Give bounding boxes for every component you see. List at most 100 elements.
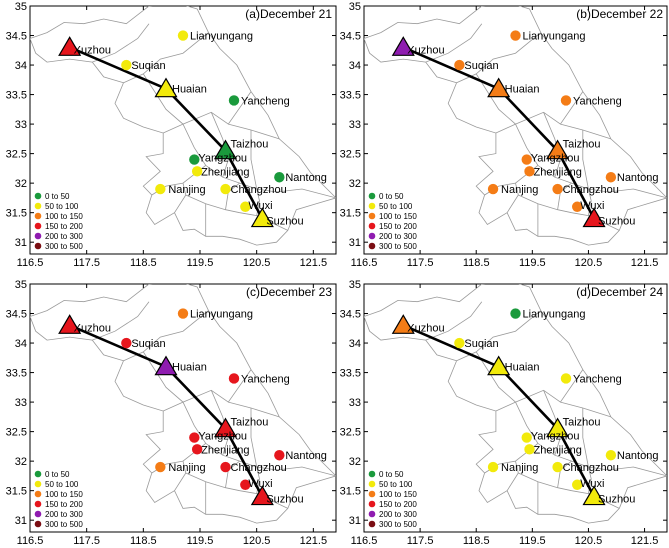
city-label: Yangzhou <box>531 153 580 165</box>
aqi-dot <box>487 183 499 195</box>
legend-swatch <box>34 232 42 240</box>
y-tick-label: 32.5 <box>340 427 361 439</box>
city-marker-yancheng: Yancheng <box>228 373 290 385</box>
y-tick-label: 32 <box>15 456 27 468</box>
y-tick-label: 34 <box>349 338 361 350</box>
y-tick-label: 33 <box>15 119 27 131</box>
y-tick-label: 32 <box>349 178 361 190</box>
site-triangle <box>546 417 570 438</box>
province-boundary <box>30 6 336 246</box>
aqi-dot <box>155 461 166 473</box>
legend-label: 150 to 200 <box>379 500 417 509</box>
city-label: Lianyungang <box>523 309 586 321</box>
map-content: Xuzhou Lianyungang Suqian Huaian Yancheng Tai… <box>364 6 667 246</box>
legend-swatch <box>368 490 376 498</box>
y-tick-label: 31 <box>15 515 27 527</box>
aqi-dot <box>524 166 535 177</box>
legend-label: 150 to 200 <box>45 500 83 509</box>
y-axis: 31 31.5 32 32.5 33 33.5 34 34.5 35 <box>6 1 336 249</box>
y-tick-label: 34.5 <box>6 309 27 321</box>
city-marker-lianyungang: Lianyungang <box>510 308 586 321</box>
city-marker-changzhou: Changzhou <box>552 461 619 474</box>
city-marker-zhenjiang: Zhenjiang <box>191 166 249 178</box>
x-tick-label: 119.5 <box>187 257 214 269</box>
city-label: Nanjing <box>501 184 538 196</box>
map-panel-4: Xuzhou Lianyungang Suqian Huaian Yancheng Tai… <box>340 279 668 547</box>
city-label: Nantong <box>285 450 327 462</box>
aqi-dot <box>552 461 563 473</box>
city-label: Nantong <box>617 172 659 184</box>
city-label: Changzhou <box>563 184 619 196</box>
map-frame <box>363 5 668 255</box>
y-axis: 31 31.5 32 32.5 33 33.5 34 34.5 35 <box>340 279 667 527</box>
map-frame <box>29 283 337 533</box>
aqi-dot <box>220 183 231 195</box>
city-marker-wuxi: Wuxi <box>572 478 604 490</box>
city-marker-zhenjiang: Zhenjiang <box>524 444 582 456</box>
site-triangle <box>487 355 511 376</box>
province-boundary <box>364 6 667 246</box>
legend-swatch <box>34 500 42 508</box>
city-label: Suzhou <box>266 216 303 228</box>
x-tick-label: 120.5 <box>575 535 603 547</box>
y-tick-label: 33.5 <box>6 90 27 102</box>
legend-swatch <box>368 242 376 250</box>
x-axis: 116.5 117.5 118.5 119.5 120.5 121.5 <box>351 6 659 269</box>
y-tick-label: 33.5 <box>340 368 361 380</box>
legend-swatch <box>368 470 376 478</box>
aqi-dot <box>220 461 231 473</box>
legend-swatch <box>368 192 376 200</box>
x-tick-label: 116.5 <box>17 535 44 547</box>
map-content: Xuzhou Lianyungang Suqian Huaian Yancheng Tai… <box>30 284 336 524</box>
y-tick-label: 31.5 <box>6 486 27 498</box>
city-label: Taizhou <box>231 139 269 151</box>
legend-label: 0 to 50 <box>45 192 70 201</box>
city-label: Yancheng <box>573 373 622 385</box>
y-tick-label: 35 <box>349 1 361 13</box>
y-tick-label: 34.5 <box>6 31 27 43</box>
legend-label: 300 to 500 <box>379 520 417 529</box>
legend-swatch <box>368 222 376 230</box>
city-label: Changzhou <box>563 462 619 474</box>
legend-swatch <box>34 470 42 478</box>
city-marker-lianyungang: Lianyungang <box>177 30 253 43</box>
city-label: Yangzhou <box>531 431 580 443</box>
city-label: Nanjing <box>501 462 538 474</box>
y-tick-label: 32.5 <box>340 149 361 161</box>
city-label: Wuxi <box>580 478 604 490</box>
y-tick-label: 31.5 <box>340 208 361 220</box>
city-marker-changzhou: Changzhou <box>220 183 287 196</box>
legend-label: 200 to 300 <box>45 232 83 241</box>
city-label: Suzhou <box>598 216 635 228</box>
x-tick-label: 118.5 <box>130 535 157 547</box>
site-triangle <box>154 355 178 376</box>
city-label: Lianyungang <box>190 309 253 321</box>
city-label: Yangzhou <box>198 431 247 443</box>
province-boundary <box>364 284 667 524</box>
city-label: Xuzhou <box>407 44 444 56</box>
city-marker-yangzhou: Yangzhou <box>521 153 580 165</box>
city-label: Changzhou <box>231 462 287 474</box>
city-label: Yancheng <box>573 95 622 107</box>
aqi-dot <box>605 450 617 461</box>
x-tick-label: 121.5 <box>631 257 659 269</box>
city-marker-huaian: Huaian <box>487 77 540 98</box>
city-label: Yancheng <box>241 95 290 107</box>
aqi-dot <box>155 183 166 195</box>
city-marker-huaian: Huaian <box>154 355 207 376</box>
legend-label: 0 to 50 <box>379 192 404 201</box>
legend-label: 300 to 500 <box>379 242 417 251</box>
y-tick-label: 31 <box>349 515 361 527</box>
city-marker-xuzhou: Xuzhou <box>391 314 445 334</box>
aqi-dot <box>521 432 532 443</box>
route-line <box>402 324 596 498</box>
x-tick-label: 117.5 <box>407 535 434 547</box>
city-label: Lianyungang <box>523 31 586 43</box>
x-tick-label: 120.5 <box>243 535 271 547</box>
x-tick-label: 119.5 <box>519 535 546 547</box>
y-tick-label: 33 <box>15 397 27 409</box>
city-marker-changzhou: Changzhou <box>552 183 619 196</box>
city-label: Suzhou <box>266 494 303 506</box>
